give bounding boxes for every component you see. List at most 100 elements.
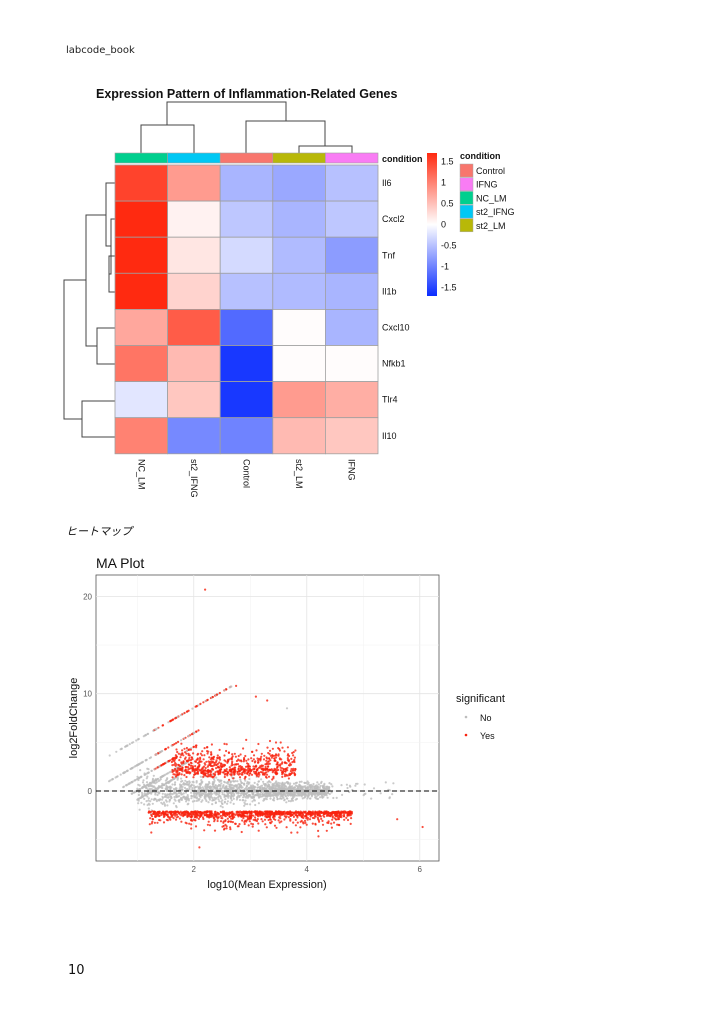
point-not-significant <box>227 788 230 791</box>
point-significant <box>194 825 198 828</box>
point-significant <box>250 757 253 760</box>
point-significant <box>280 820 283 823</box>
point-significant <box>279 741 282 744</box>
point-not-significant <box>180 797 183 800</box>
point-significant <box>345 811 348 814</box>
point-not-significant <box>190 797 193 800</box>
point-significant <box>178 817 181 820</box>
point-significant <box>275 756 278 759</box>
point-significant <box>260 752 263 755</box>
point-significant <box>257 775 260 778</box>
point-significant <box>251 823 255 826</box>
point-not-significant <box>195 799 198 802</box>
point-not-significant <box>238 798 242 802</box>
point-not-significant <box>130 781 133 784</box>
point-significant <box>215 760 218 763</box>
point-significant <box>207 760 210 763</box>
point-not-significant <box>277 786 280 789</box>
point-significant <box>247 763 250 766</box>
point-significant <box>241 773 244 776</box>
point-significant <box>215 693 218 696</box>
point-not-significant <box>156 793 159 797</box>
point-not-significant <box>169 795 172 798</box>
point-significant <box>203 813 206 817</box>
point-not-significant <box>196 785 199 788</box>
point-significant <box>187 768 190 771</box>
point-significant <box>151 820 154 823</box>
point-not-significant <box>235 798 238 801</box>
point-significant <box>286 746 289 749</box>
point-not-significant <box>228 786 231 789</box>
point-not-significant <box>247 787 250 790</box>
point-not-significant <box>220 802 224 805</box>
legend-swatch <box>459 191 474 205</box>
point-significant <box>324 811 327 814</box>
point-significant <box>292 815 295 818</box>
point-not-significant <box>171 783 174 786</box>
point-significant <box>281 775 284 778</box>
point-not-significant <box>177 792 180 795</box>
colorbar-tick-label: 1.5 <box>441 156 454 166</box>
point-significant <box>246 818 249 821</box>
point-significant <box>183 747 186 750</box>
heatmap-figure: Expression Pattern of Inflammation-Relat… <box>63 87 515 498</box>
point-significant <box>290 768 293 771</box>
point-not-significant <box>190 794 193 797</box>
point-not-significant <box>213 778 216 781</box>
point-significant <box>243 756 246 760</box>
point-not-significant <box>154 791 157 794</box>
point-significant <box>343 813 346 816</box>
point-significant <box>274 818 277 821</box>
point-significant <box>208 811 211 814</box>
point-significant <box>252 765 255 768</box>
point-significant <box>229 820 232 823</box>
point-significant <box>158 810 161 813</box>
point-not-significant <box>214 784 217 787</box>
point-significant <box>234 813 237 816</box>
annotation-cell <box>272 152 326 164</box>
point-significant <box>175 813 179 816</box>
point-significant <box>148 823 151 826</box>
point-not-significant <box>391 793 394 796</box>
point-not-significant <box>273 793 276 797</box>
point-not-significant <box>125 784 128 787</box>
y-tick-label: 10 <box>83 690 92 699</box>
point-significant <box>256 812 260 815</box>
point-significant <box>223 754 226 757</box>
point-not-significant <box>211 785 214 788</box>
point-significant <box>222 821 225 824</box>
point-not-significant <box>326 796 329 799</box>
point-significant <box>228 778 231 781</box>
point-not-significant <box>185 783 188 786</box>
legend-label: Yes <box>480 731 495 741</box>
point-significant <box>238 811 241 814</box>
point-significant <box>261 820 264 823</box>
point-not-significant <box>330 791 333 794</box>
point-significant <box>233 768 236 771</box>
point-not-significant <box>217 784 220 788</box>
point-significant <box>278 816 281 819</box>
point-not-significant <box>157 777 160 780</box>
point-not-significant <box>156 727 159 730</box>
point-significant <box>203 754 206 757</box>
point-not-significant <box>226 802 229 805</box>
point-significant <box>336 811 339 814</box>
point-not-significant <box>224 795 227 798</box>
point-not-significant <box>285 785 288 788</box>
point-not-significant <box>281 795 284 798</box>
point-significant <box>304 811 307 814</box>
point-significant <box>274 741 278 744</box>
heatmap-cell <box>114 272 168 310</box>
point-significant <box>231 760 234 763</box>
point-significant <box>184 768 187 772</box>
point-not-significant <box>199 786 202 789</box>
point-significant <box>174 762 177 765</box>
point-not-significant <box>143 773 146 776</box>
point-significant <box>196 772 199 775</box>
point-significant <box>269 821 272 824</box>
point-not-significant <box>291 791 295 794</box>
point-significant <box>205 775 209 778</box>
point-significant <box>209 813 212 816</box>
point-not-significant <box>191 707 194 710</box>
point-significant <box>289 770 292 773</box>
